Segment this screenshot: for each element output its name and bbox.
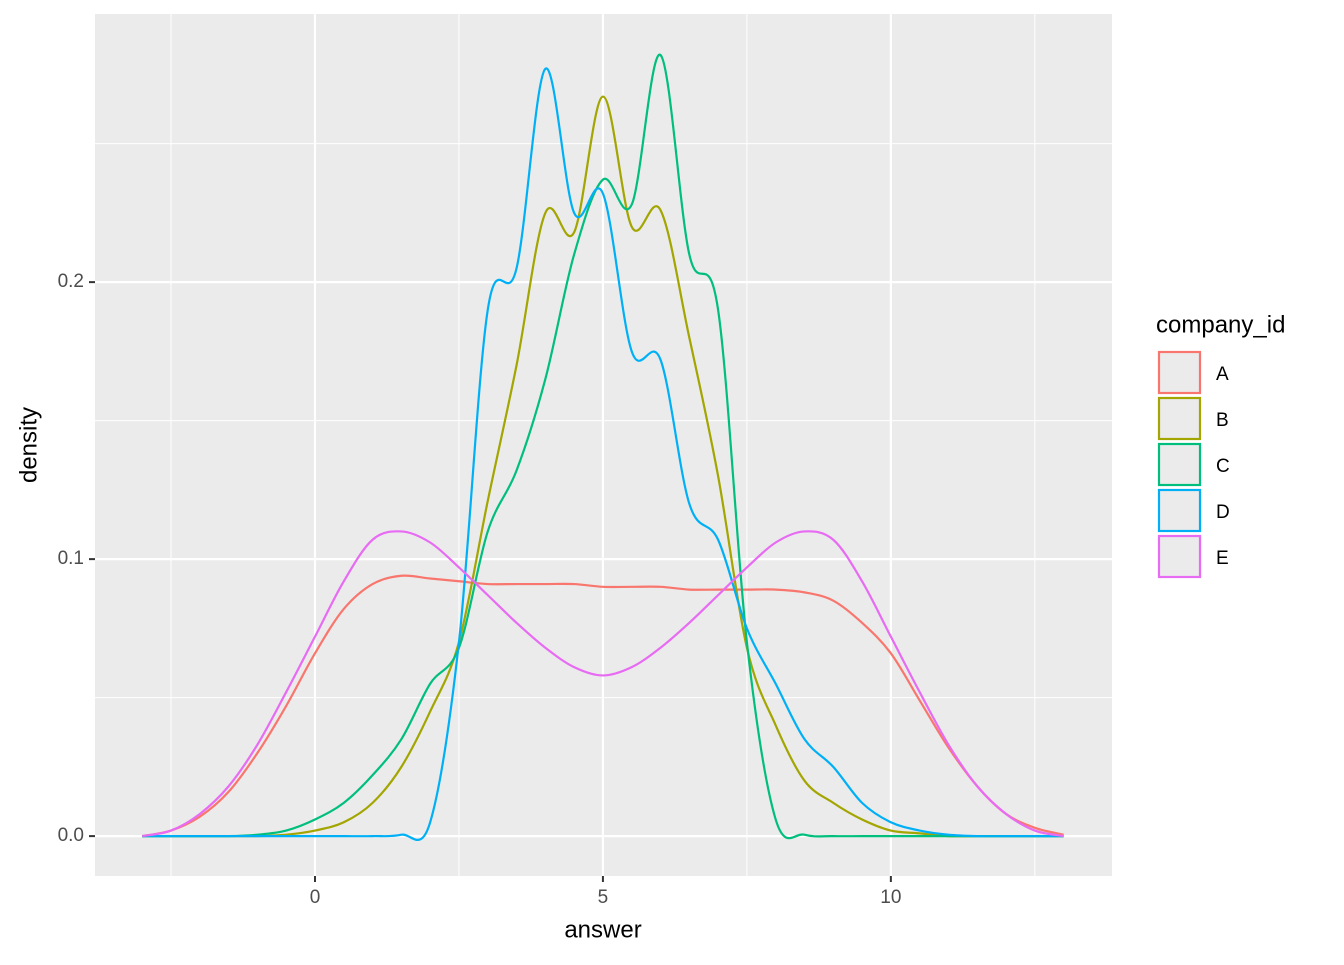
legend-label: C — [1216, 456, 1230, 477]
x-tick-label: 5 — [598, 887, 609, 908]
axes: 0 5 10 0.0 0.1 0.2 — [58, 271, 902, 908]
density-line — [142, 95, 1064, 838]
legend: A B C D E — [1157, 350, 1230, 579]
density-line — [142, 530, 1064, 838]
y-tick-label: 0.2 — [58, 271, 84, 292]
legend-key — [1157, 488, 1202, 533]
legend-label: B — [1216, 410, 1229, 431]
legend-label: A — [1216, 364, 1229, 385]
x-tick-label: 0 — [310, 887, 321, 908]
density-line — [142, 574, 1064, 838]
legend-label: E — [1216, 548, 1229, 569]
y-tick-label: 0.1 — [58, 548, 84, 569]
density-line — [142, 53, 1064, 840]
density-line — [142, 67, 1064, 841]
x-tick-label: 10 — [880, 887, 901, 908]
y-tick-label: 0.0 — [58, 825, 84, 846]
lines — [142, 53, 1064, 841]
legend-key — [1157, 534, 1202, 579]
legend-label: D — [1216, 502, 1230, 523]
y-axis-title: density — [15, 407, 42, 483]
legend-key — [1157, 396, 1202, 441]
legend-title: company_id — [1156, 311, 1285, 338]
x-axis-title: answer — [564, 916, 641, 943]
legend-key — [1157, 350, 1202, 395]
legend-key — [1157, 442, 1202, 487]
